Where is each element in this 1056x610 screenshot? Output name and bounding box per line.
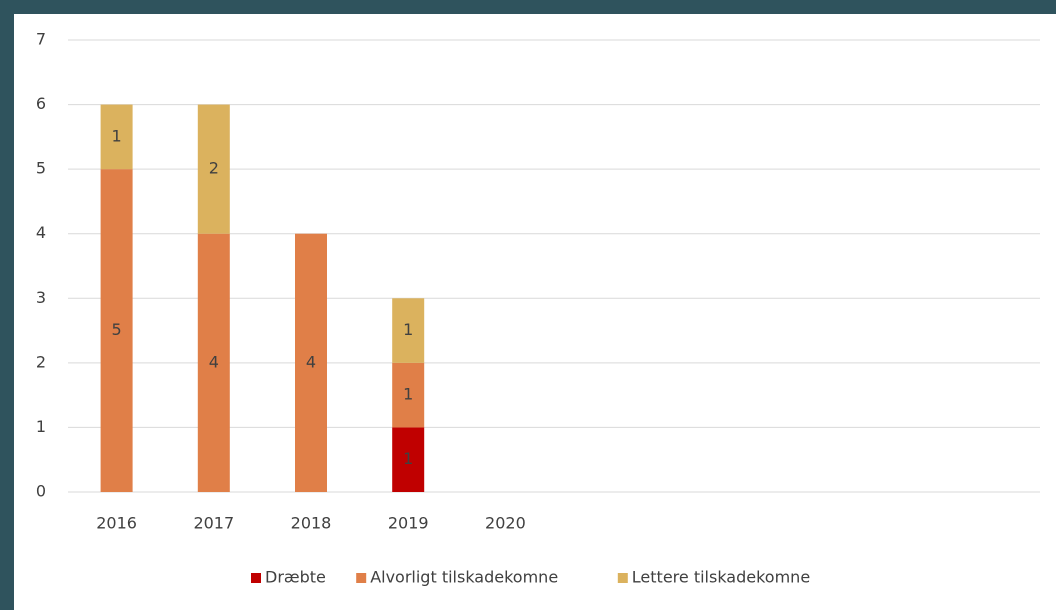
bar-segment [392,298,425,363]
legend-label: Lettere tilskadekomne [632,568,810,587]
data-label: 2 [209,159,219,178]
x-tick-label: 2020 [485,514,526,533]
bar-segment [392,362,425,428]
legend-label: Dræbte [265,568,326,587]
legend-label: Alvorligt tilskadekomne [370,568,558,587]
y-tick-label: 2 [36,352,46,371]
bar-segment [295,233,327,492]
x-tick-label: 2016 [96,514,137,533]
x-tick-label: 2017 [193,514,234,533]
y-tick-label: 1 [36,417,46,436]
x-tick-label: 2018 [291,514,332,533]
bar-segment [100,104,133,170]
data-label: 1 [403,385,413,404]
bar-segment [392,427,425,492]
y-tick-label: 4 [36,223,46,242]
data-label: 4 [209,352,219,371]
y-tick-label: 5 [36,159,46,178]
data-label: 4 [306,352,316,371]
legend-swatch [617,573,628,583]
bar-segment [197,104,230,234]
data-label: 1 [112,126,122,145]
x-tick-label: 2019 [388,514,429,533]
y-tick-label: 0 [36,482,46,501]
data-label: 1 [403,320,413,339]
y-tick-label: 6 [36,94,46,113]
legend-swatch [356,573,367,583]
legend-swatch [251,573,261,583]
bar-segment [100,169,133,492]
data-label: 5 [112,320,122,339]
data-label: 1 [403,449,413,468]
chart-panel [14,14,1056,610]
bar-segment [197,233,230,492]
y-tick-label: 7 [36,30,46,49]
y-tick-label: 3 [36,288,46,307]
